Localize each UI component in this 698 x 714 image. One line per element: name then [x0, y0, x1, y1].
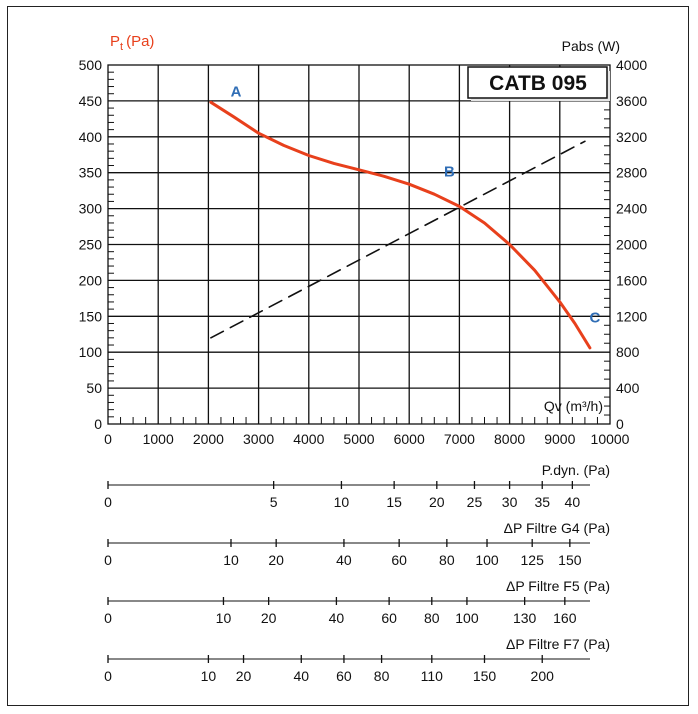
right-axis-title: Pabs (W): [562, 38, 620, 54]
model-badge: CATB 095: [467, 66, 610, 101]
operating-point-b: B: [444, 163, 455, 180]
x-tick-label: 10000: [591, 431, 630, 447]
scale-tick-label: 60: [391, 552, 407, 568]
scale-tick-label: 5: [270, 494, 278, 510]
left-tick-label: 150: [79, 308, 103, 324]
scale-title: ΔP Filtre G4 (Pa): [504, 520, 610, 536]
right-tick-label: 4000: [616, 57, 647, 73]
scale-tick-label: 125: [521, 552, 545, 568]
scale-tick-label: 20: [268, 552, 284, 568]
pressure-curve: [209, 100, 592, 350]
operating-point-a: A: [231, 84, 242, 101]
left-tick-label: 100: [79, 344, 103, 360]
scale-tick-label: 10: [223, 552, 239, 568]
scale-tick-label: 25: [467, 494, 483, 510]
right-tick-label: 2400: [616, 201, 647, 217]
scale-tick-label: 0: [104, 494, 112, 510]
scale-tick-label: 30: [502, 494, 518, 510]
x-tick-label: 6000: [394, 431, 425, 447]
scale-tick-label: 20: [261, 610, 277, 626]
scale-tick-label: 150: [473, 668, 497, 684]
series-lines: [209, 100, 592, 350]
x-tick-label: 8000: [494, 431, 525, 447]
scale-title: P.dyn. (Pa): [542, 462, 610, 478]
model-badge-box: [467, 66, 608, 99]
x-tick-label: 0: [104, 431, 112, 447]
scale-tick-label: 10: [334, 494, 350, 510]
scale-tick-label: 80: [424, 610, 440, 626]
right-tick-label: 0: [616, 416, 624, 432]
scale-tick-label: 200: [531, 668, 555, 684]
left-tick-label: 500: [79, 57, 103, 73]
scale-tick-label: 110: [421, 668, 444, 684]
secondary-scale: ΔP Filtre G4 (Pa) 0 10 20 40 60 80 100 125 150: [104, 520, 610, 568]
scale-tick-label: 80: [439, 552, 455, 568]
right-tick-label: 1200: [616, 308, 647, 324]
scale-tick-label: 40: [329, 610, 345, 626]
right-axis-ticks: 0 400 800 1200 1600 2000 2400 2800 3200 3600 4000: [616, 57, 647, 432]
right-tick-label: 1600: [616, 272, 647, 288]
scale-tick-label: 100: [475, 552, 499, 568]
secondary-scale: ΔP Filtre F5 (Pa) 0 10 20 40 60 80 100 130 160: [104, 578, 610, 626]
operating-points: A B C: [231, 84, 601, 327]
right-tick-label: 2000: [616, 237, 647, 253]
scale-tick-label: 80: [374, 668, 390, 684]
chart-frame: [7, 6, 689, 706]
scale-tick-label: 0: [104, 610, 112, 626]
scale-tick-label: 60: [381, 610, 397, 626]
left-axis-ticks: 0 50 100 150 200 250 300 350 400 450 500: [79, 57, 103, 432]
scale-tick-label: 130: [513, 610, 537, 626]
scale-tick-label: 40: [336, 552, 352, 568]
scale-tick-label: 60: [336, 668, 352, 684]
scale-tick-label: 10: [216, 610, 232, 626]
right-tick-label: 800: [616, 344, 640, 360]
model-label: CATB 095: [489, 72, 587, 95]
scale-tick-label: 150: [558, 552, 582, 568]
right-tick-label: 400: [616, 380, 640, 396]
scale-tick-label: 20: [236, 668, 252, 684]
secondary-scale: ΔP Filtre F7 (Pa) 0 10 20 40 60 80 110 150 200: [104, 636, 610, 684]
x-tick-label: 4000: [293, 431, 324, 447]
x-tick-label: 7000: [444, 431, 475, 447]
scale-tick-label: 40: [293, 668, 309, 684]
operating-point-c: C: [590, 310, 601, 327]
x-axis-title: Qv (m³/h): [544, 398, 603, 414]
left-tick-label: 450: [79, 93, 103, 109]
scale-tick-label: 20: [429, 494, 445, 510]
left-tick-label: 50: [86, 380, 102, 396]
scale-tick-label: 40: [565, 494, 581, 510]
left-tick-label: 250: [79, 237, 103, 253]
scale-tick-label: 15: [386, 494, 402, 510]
scale-tick-label: 35: [534, 494, 550, 510]
scale-title: ΔP Filtre F5 (Pa): [506, 578, 610, 594]
right-tick-label: 2800: [616, 165, 647, 181]
power-curve: [210, 140, 586, 339]
left-tick-label: 200: [79, 272, 103, 288]
scale-tick-label: 0: [104, 668, 112, 684]
x-tick-label: 2000: [193, 431, 224, 447]
scale-tick-label: 0: [104, 552, 112, 568]
grid-lines: [107, 64, 611, 425]
scale-tick-label: 160: [553, 610, 577, 626]
left-tick-label: 350: [79, 165, 103, 181]
x-axis-ticks: 0 1000 2000 3000 4000 5000 6000 7000 8000 9000 100…: [104, 431, 630, 447]
x-tick-label: 5000: [343, 431, 374, 447]
x-tick-label: 9000: [544, 431, 575, 447]
x-tick-label: 3000: [243, 431, 274, 447]
x-tick-label: 1000: [143, 431, 174, 447]
scale-tick-label: 100: [455, 610, 479, 626]
left-tick-label: 300: [79, 201, 103, 217]
scale-title: ΔP Filtre F7 (Pa): [506, 636, 610, 652]
left-tick-label: 400: [79, 129, 103, 145]
secondary-scale: P.dyn. (Pa) 0 5 10 15 20 25 30 35 40: [104, 462, 610, 510]
right-tick-label: 3600: [616, 93, 647, 109]
left-tick-label: 0: [94, 416, 102, 432]
scale-tick-label: 10: [201, 668, 217, 684]
left-axis-title: Pt (Pa): [110, 33, 154, 53]
right-tick-label: 3200: [616, 129, 647, 145]
